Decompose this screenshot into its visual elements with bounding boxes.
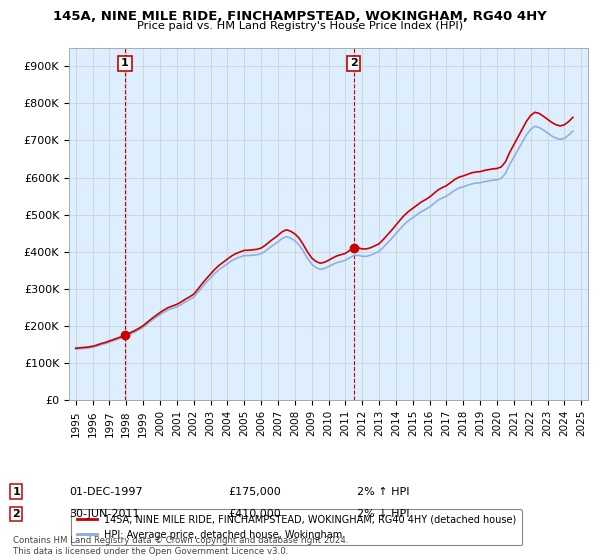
Text: 2% ↑ HPI: 2% ↑ HPI <box>357 487 409 497</box>
Text: Price paid vs. HM Land Registry's House Price Index (HPI): Price paid vs. HM Land Registry's House … <box>137 21 463 31</box>
Text: Contains HM Land Registry data © Crown copyright and database right 2024.
This d: Contains HM Land Registry data © Crown c… <box>13 536 349 556</box>
Text: £175,000: £175,000 <box>228 487 281 497</box>
Text: 145A, NINE MILE RIDE, FINCHAMPSTEAD, WOKINGHAM, RG40 4HY: 145A, NINE MILE RIDE, FINCHAMPSTEAD, WOK… <box>53 10 547 22</box>
Text: 1: 1 <box>121 58 129 68</box>
Legend: 145A, NINE MILE RIDE, FINCHAMPSTEAD, WOKINGHAM, RG40 4HY (detached house), HPI: : 145A, NINE MILE RIDE, FINCHAMPSTEAD, WOK… <box>71 509 523 545</box>
Text: £410,000: £410,000 <box>228 509 281 519</box>
Text: 1: 1 <box>13 487 20 497</box>
Text: 01-DEC-1997: 01-DEC-1997 <box>69 487 143 497</box>
Text: 2: 2 <box>350 58 358 68</box>
Text: 30-JUN-2011: 30-JUN-2011 <box>69 509 139 519</box>
Text: 2% ↓ HPI: 2% ↓ HPI <box>357 509 409 519</box>
Text: 2: 2 <box>13 509 20 519</box>
